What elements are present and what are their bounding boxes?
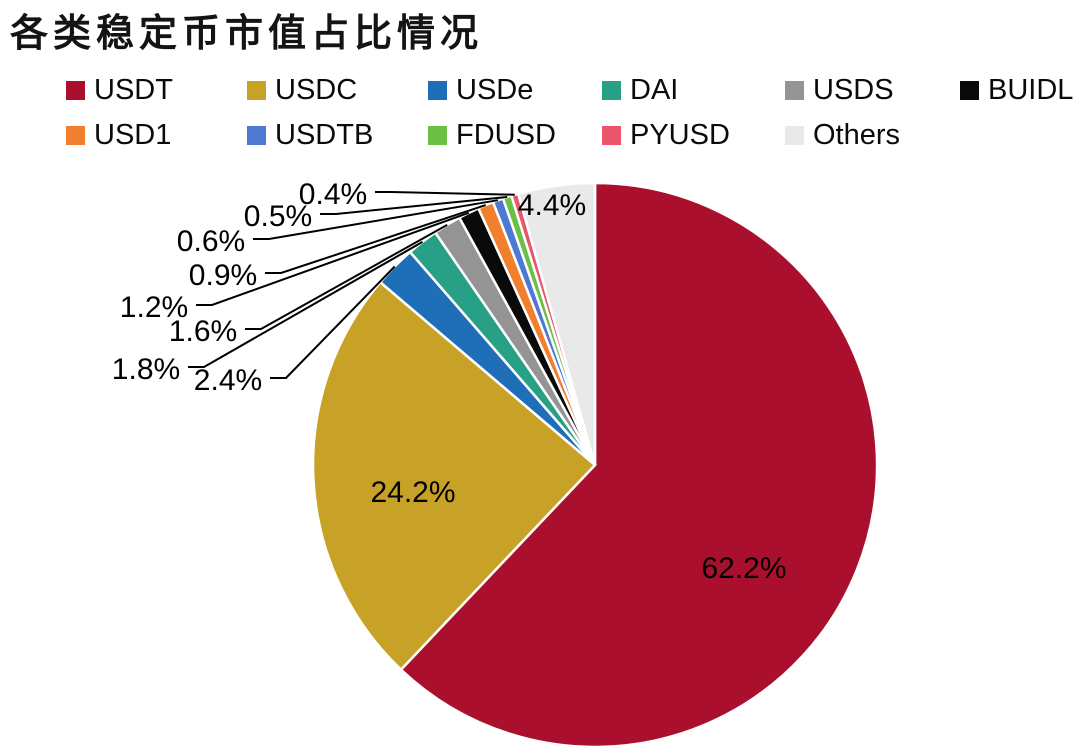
legend-label: USD1 xyxy=(94,119,172,151)
legend-item-fdusd: FDUSD xyxy=(428,118,556,152)
legend-label: DAI xyxy=(630,74,679,106)
chart-title: 各类稳定币市值占比情况 xyxy=(10,10,484,55)
legend-label: USDT xyxy=(94,74,173,106)
legend-swatch-usde xyxy=(428,80,447,100)
slice-label-pyusd: 0.4% xyxy=(298,178,368,211)
pie-slice-usdt xyxy=(399,181,879,749)
legend-swatch-usdt xyxy=(66,80,85,100)
leader-line-usd1 xyxy=(265,204,487,274)
slice-label-usd1: 0.9% xyxy=(188,259,258,292)
leader-line-usds xyxy=(245,224,448,330)
legend-swatch-dai xyxy=(602,80,621,100)
legend-item-pyusd: PYUSD xyxy=(602,118,730,152)
legend-swatch-buidl xyxy=(960,80,979,100)
leader-line-usdtb xyxy=(253,199,499,240)
slice-label-usdtb: 0.6% xyxy=(176,225,246,258)
slice-label-usdc: 24.2% xyxy=(370,476,456,509)
legend-label: PYUSD xyxy=(630,119,730,151)
legend-label: USDTB xyxy=(275,119,374,151)
legend-item-usd1: USD1 xyxy=(66,118,171,152)
legend-swatch-fdusd xyxy=(428,125,447,145)
leader-line-usde xyxy=(270,265,396,379)
slice-label-buidl: 1.2% xyxy=(119,291,189,324)
legend-swatch-others xyxy=(785,125,804,145)
leader-line-pyusd xyxy=(375,191,515,196)
leader-line-dai xyxy=(188,241,423,368)
legend-item-usds: USDS xyxy=(785,73,894,107)
slice-label-usdt: 62.2% xyxy=(701,552,787,585)
legend-label: BUIDL xyxy=(988,74,1074,106)
legend-label: Others xyxy=(813,119,901,151)
legend-swatch-usdtb xyxy=(247,125,266,145)
pie-slice-others xyxy=(516,181,597,466)
legend-label: USDC xyxy=(275,74,358,106)
slice-label-fdusd: 0.5% xyxy=(243,200,313,233)
leader-line-fdusd xyxy=(320,196,508,215)
slice-label-dai: 1.8% xyxy=(111,353,181,386)
slice-label-usde: 2.4% xyxy=(193,364,263,397)
legend-item-usdt: USDT xyxy=(66,73,173,107)
legend-item-others: Others xyxy=(785,118,900,152)
legend-swatch-pyusd xyxy=(602,125,621,145)
legend-item-buidl: BUIDL xyxy=(960,73,1073,107)
slice-label-usds: 1.6% xyxy=(168,315,238,348)
pie-slice-usdc xyxy=(311,280,597,672)
legend-label: FDUSD xyxy=(456,119,556,151)
leader-line-buidl xyxy=(196,211,470,306)
legend-swatch-usds xyxy=(785,80,804,100)
legend-item-usde: USDe xyxy=(428,73,533,107)
legend-item-usdc: USDC xyxy=(247,73,357,107)
legend-label: USDS xyxy=(813,74,894,106)
legend-item-usdtb: USDTB xyxy=(247,118,373,152)
legend-item-dai: DAI xyxy=(602,73,678,107)
legend-label: USDe xyxy=(456,74,534,106)
legend-swatch-usdc xyxy=(247,80,266,100)
slice-label-others: 4.4% xyxy=(517,189,587,222)
legend-swatch-usd1 xyxy=(66,125,85,145)
